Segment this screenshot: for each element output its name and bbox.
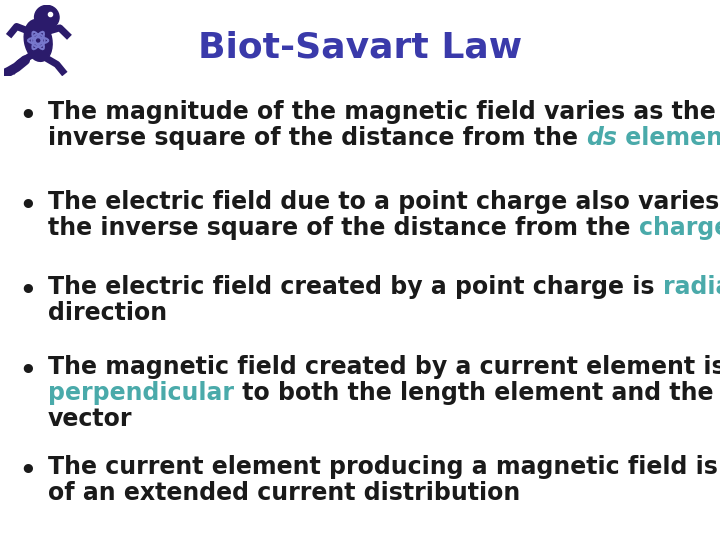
Text: •: • <box>19 279 37 305</box>
Text: to both the length element and the unit: to both the length element and the unit <box>234 381 720 405</box>
Text: The electric field due to a point charge also varies as: The electric field due to a point charge… <box>48 190 720 214</box>
Text: •: • <box>19 194 37 220</box>
Text: radial: radial <box>662 275 720 299</box>
Text: •: • <box>19 459 37 485</box>
Text: perpendicular: perpendicular <box>48 381 234 405</box>
Text: of an extended current distribution: of an extended current distribution <box>48 481 521 505</box>
Text: ds: ds <box>586 126 617 150</box>
Text: The magnitude of the magnetic field varies as the: The magnitude of the magnetic field vari… <box>48 100 716 124</box>
Text: inverse square of the distance from the: inverse square of the distance from the <box>48 126 586 150</box>
Text: charge: charge <box>639 216 720 240</box>
Text: •: • <box>19 104 37 130</box>
Text: the inverse square of the distance from the: the inverse square of the distance from … <box>48 216 639 240</box>
Text: •: • <box>19 359 37 385</box>
Text: Biot-Savart Law: Biot-Savart Law <box>198 31 522 65</box>
Text: The electric field created by a point charge is: The electric field created by a point ch… <box>48 275 662 299</box>
Text: The current element producing a magnetic field is: The current element producing a magnetic… <box>48 455 720 479</box>
Text: The magnetic field created by a current element is: The magnetic field created by a current … <box>48 355 720 379</box>
Text: element: element <box>617 126 720 150</box>
Text: direction: direction <box>48 301 167 325</box>
Ellipse shape <box>24 19 52 62</box>
Text: vector: vector <box>48 407 132 431</box>
Circle shape <box>35 5 59 29</box>
